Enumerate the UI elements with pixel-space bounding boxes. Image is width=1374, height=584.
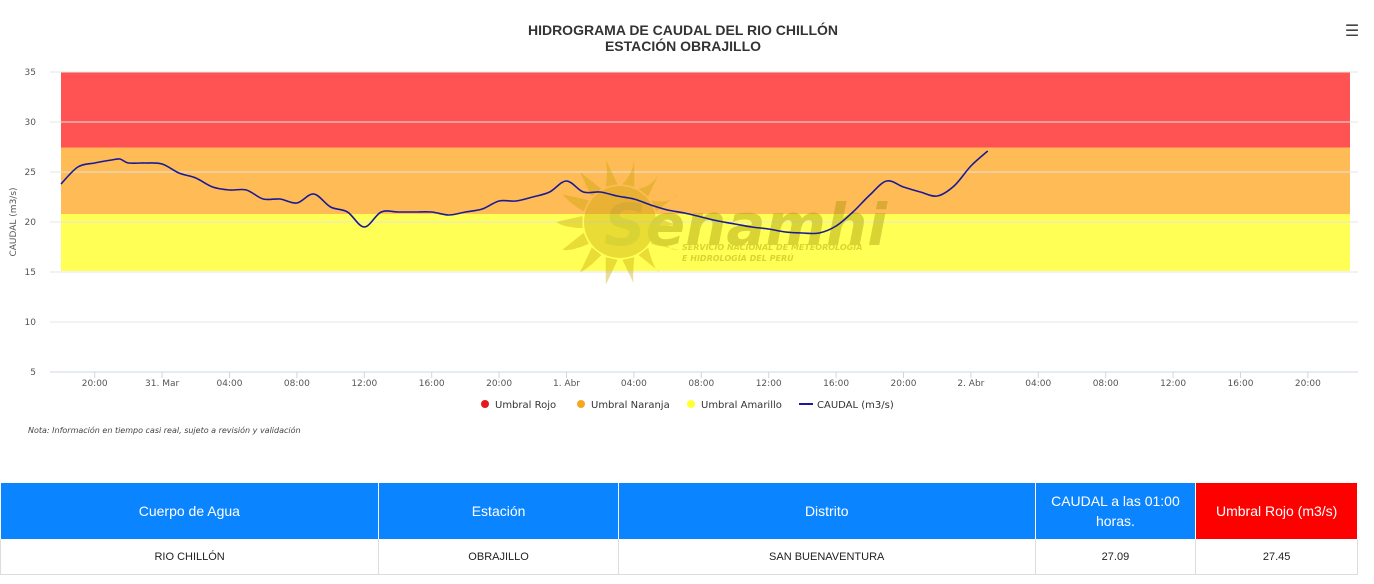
legend-item[interactable]: CAUDAL (m3/s) bbox=[799, 400, 894, 411]
table-header-row: Cuerpo de Agua Estación Distrito CAUDAL … bbox=[0, 483, 1358, 539]
band-umbral-rojo bbox=[61, 72, 1350, 148]
chart-subtitle: ESTACIÓN OBRAJILLO bbox=[605, 37, 761, 54]
legend-item[interactable]: Umbral Amarillo bbox=[687, 400, 782, 411]
watermark-logo-text: Senamhi bbox=[604, 191, 888, 259]
x-tick-label: 04:00 bbox=[621, 379, 647, 389]
band-umbral-naranja bbox=[61, 147, 1350, 214]
hamburger-icon: ☰ bbox=[1344, 23, 1360, 40]
y-tick-label: 20 bbox=[25, 218, 37, 228]
header-cuerpo-de-agua: Cuerpo de Agua bbox=[0, 483, 380, 539]
senamhi-watermark: Senamhi SERVICIO NACIONAL DE METEOROLOGÍ… bbox=[556, 159, 888, 285]
chart-menu-button[interactable]: ☰ bbox=[1342, 22, 1362, 42]
x-tick-label: 1. Abr bbox=[553, 379, 580, 389]
watermark-line-2: E HIDROLOGÍA DEL PERÚ bbox=[682, 252, 794, 263]
cell-umbral-rojo: 27.45 bbox=[1195, 539, 1358, 575]
cell-estacion: OBRAJILLO bbox=[378, 539, 619, 575]
legend-label: Umbral Amarillo bbox=[701, 400, 782, 411]
x-tick-label: 16:00 bbox=[419, 379, 445, 389]
watermark-line-1: SERVICIO NACIONAL DE METEOROLOGÍA bbox=[682, 241, 862, 252]
x-tick-label: 08:00 bbox=[688, 379, 714, 389]
y-tick-label: 10 bbox=[25, 318, 37, 328]
legend-marker bbox=[687, 400, 695, 408]
header-distrito: Distrito bbox=[618, 483, 1036, 539]
cell-cuerpo-de-agua: RIO CHILLÓN bbox=[0, 539, 380, 575]
hydrograph-chart: Senamhi SERVICIO NACIONAL DE METEOROLOGÍ… bbox=[9, 21, 1358, 435]
sun-logo-icon bbox=[556, 159, 684, 285]
legend-marker bbox=[577, 400, 585, 408]
x-tick-label: 31. Mar bbox=[145, 379, 179, 389]
y-tick-label: 5 bbox=[30, 368, 36, 378]
header-umbral-rojo: Umbral Rojo (m3/s) bbox=[1195, 483, 1358, 539]
cell-distrito: SAN BUENAVENTURA bbox=[618, 539, 1036, 575]
y-axis-ticks: 5 10 15 20 25 30 35 bbox=[25, 68, 37, 378]
chart-legend: Umbral Rojo Umbral Naranja Umbral Amarillo… bbox=[481, 400, 894, 411]
series-layer bbox=[60, 150, 989, 235]
header-caudal: CAUDAL a las 01:00 horas. bbox=[1035, 483, 1197, 539]
x-tick-label: 08:00 bbox=[1093, 379, 1119, 389]
legend-item[interactable]: Umbral Rojo bbox=[481, 400, 556, 411]
x-tick-label: 12:00 bbox=[1160, 379, 1186, 389]
x-tick-label: 16:00 bbox=[1228, 379, 1254, 389]
x-tick-label: 20:00 bbox=[486, 379, 512, 389]
legend-label: CAUDAL (m3/s) bbox=[817, 400, 894, 411]
y-tick-label: 30 bbox=[25, 118, 37, 128]
threshold-bands bbox=[61, 72, 1350, 271]
table-row: RIO CHILLÓN OBRAJILLO SAN BUENAVENTURA 2… bbox=[0, 539, 1358, 575]
x-tick-label: 04:00 bbox=[217, 379, 243, 389]
y-tick-label: 15 bbox=[25, 268, 36, 278]
x-tick-label: 08:00 bbox=[284, 379, 310, 389]
x-tick-label: 16:00 bbox=[823, 379, 849, 389]
legend-item[interactable]: Umbral Naranja bbox=[577, 400, 670, 411]
chart-title: HIDROGRAMA DE CAUDAL DEL RIO CHILLÓN bbox=[528, 21, 838, 38]
legend-marker bbox=[481, 400, 489, 408]
x-axis-ticks: 20:00 31. Mar 04:00 08:00 12:00 16:00 20:00 1. … bbox=[82, 372, 1321, 389]
chart-container: Senamhi SERVICIO NACIONAL DE METEOROLOGÍ… bbox=[9, 21, 1362, 435]
x-tick-label: 12:00 bbox=[756, 379, 782, 389]
x-tick-label: 12:00 bbox=[351, 379, 377, 389]
legend-label: Umbral Naranja bbox=[591, 400, 670, 411]
y-tick-label: 35 bbox=[25, 68, 36, 78]
y-axis-label: CAUDAL (m3/s) bbox=[9, 187, 19, 256]
x-tick-label: 20:00 bbox=[1295, 379, 1321, 389]
chart-note: Nota: Información en tiempo casi real, s… bbox=[28, 425, 301, 435]
x-tick-label: 04:00 bbox=[1025, 379, 1051, 389]
header-estacion: Estación bbox=[378, 483, 619, 539]
legend-label: Umbral Rojo bbox=[495, 400, 556, 411]
x-tick-label: 2. Abr bbox=[957, 379, 984, 389]
x-tick-label: 20:00 bbox=[82, 379, 108, 389]
series-line-caudal bbox=[60, 150, 989, 235]
station-table: Cuerpo de Agua Estación Distrito CAUDAL … bbox=[0, 483, 1358, 575]
y-tick-label: 25 bbox=[25, 168, 36, 178]
band-umbral-amarillo bbox=[61, 214, 1350, 271]
x-tick-label: 20:00 bbox=[891, 379, 917, 389]
cell-caudal: 27.09 bbox=[1035, 539, 1197, 575]
